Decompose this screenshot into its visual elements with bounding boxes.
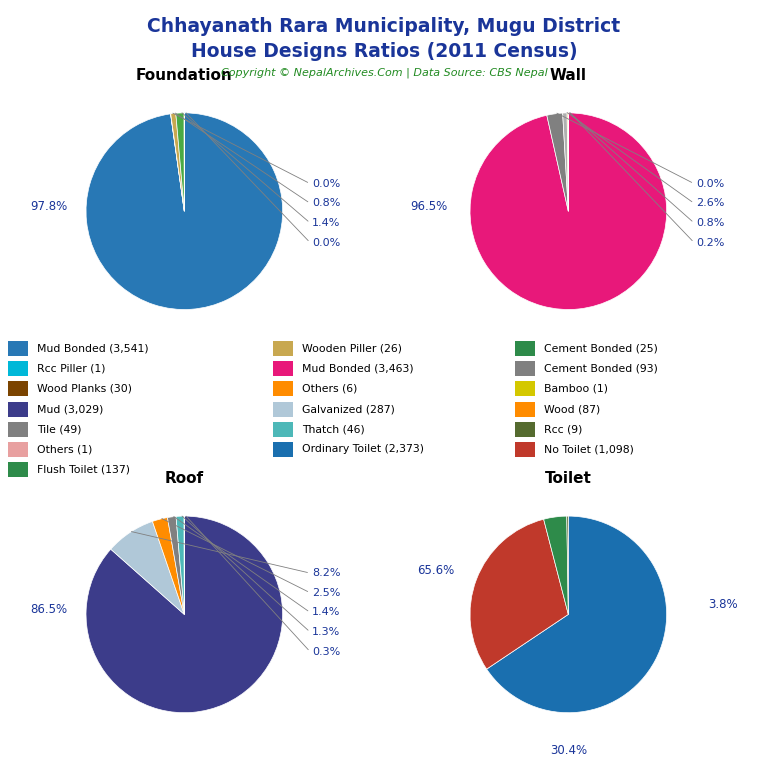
Text: 97.8%: 97.8% [30, 200, 68, 213]
Text: 2.5%: 2.5% [312, 588, 340, 598]
Text: Thatch (46): Thatch (46) [302, 424, 365, 434]
Text: No Toilet (1,098): No Toilet (1,098) [544, 445, 634, 455]
Bar [8, 341, 28, 356]
Text: Chhayanath Rara Municipality, Mugu District: Chhayanath Rara Municipality, Mugu Distr… [147, 17, 621, 36]
Bar [8, 382, 28, 396]
Title: Toilet: Toilet [545, 472, 592, 486]
Text: Tile (49): Tile (49) [37, 424, 81, 434]
Text: Copyright © NepalArchives.Com | Data Source: CBS Nepal: Copyright © NepalArchives.Com | Data Sou… [220, 68, 548, 78]
Wedge shape [176, 113, 184, 211]
Text: 65.6%: 65.6% [417, 564, 454, 577]
Bar [515, 442, 535, 457]
Title: Wall: Wall [550, 68, 587, 83]
Wedge shape [86, 516, 283, 713]
Bar [273, 341, 293, 356]
Wedge shape [563, 113, 568, 211]
Wedge shape [470, 519, 568, 669]
Bar [8, 422, 28, 437]
Wedge shape [167, 516, 184, 614]
Text: 0.0%: 0.0% [312, 237, 340, 247]
Text: 0.8%: 0.8% [696, 218, 724, 228]
Text: Rcc Piller (1): Rcc Piller (1) [37, 363, 105, 373]
Wedge shape [470, 113, 667, 310]
Bar [8, 402, 28, 416]
Text: Mud (3,029): Mud (3,029) [37, 404, 103, 414]
Text: Wood Planks (30): Wood Planks (30) [37, 384, 132, 394]
Text: Cement Bonded (25): Cement Bonded (25) [544, 343, 657, 353]
Text: 0.3%: 0.3% [312, 647, 340, 657]
Text: 1.4%: 1.4% [312, 607, 340, 617]
Text: 30.4%: 30.4% [550, 743, 587, 756]
Text: 96.5%: 96.5% [410, 200, 447, 213]
Text: Wooden Piller (26): Wooden Piller (26) [302, 343, 402, 353]
Text: 3.8%: 3.8% [708, 598, 737, 611]
Wedge shape [170, 113, 184, 211]
Bar [515, 341, 535, 356]
Text: Ordinary Toilet (2,373): Ordinary Toilet (2,373) [302, 445, 424, 455]
Text: 2.6%: 2.6% [696, 198, 724, 208]
Text: 8.2%: 8.2% [312, 568, 341, 578]
Text: Flush Toilet (137): Flush Toilet (137) [37, 465, 130, 475]
Bar [8, 442, 28, 457]
Wedge shape [547, 113, 568, 211]
Bar [515, 382, 535, 396]
Text: 0.0%: 0.0% [312, 179, 340, 189]
Text: Cement Bonded (93): Cement Bonded (93) [544, 363, 657, 373]
Bar [8, 361, 28, 376]
Wedge shape [170, 114, 184, 211]
Bar [515, 402, 535, 416]
Title: Foundation: Foundation [136, 68, 233, 83]
Text: Others (6): Others (6) [302, 384, 357, 394]
Text: Bamboo (1): Bamboo (1) [544, 384, 607, 394]
Bar [273, 382, 293, 396]
Wedge shape [544, 516, 568, 614]
Bar [515, 361, 535, 376]
Wedge shape [176, 516, 184, 614]
Text: Mud Bonded (3,463): Mud Bonded (3,463) [302, 363, 413, 373]
Bar [273, 422, 293, 437]
Wedge shape [487, 516, 667, 713]
Text: 0.8%: 0.8% [312, 198, 340, 208]
Text: Others (1): Others (1) [37, 445, 92, 455]
Text: Wood (87): Wood (87) [544, 404, 600, 414]
Text: Mud Bonded (3,541): Mud Bonded (3,541) [37, 343, 148, 353]
Text: 86.5%: 86.5% [30, 603, 68, 616]
Bar [8, 462, 28, 477]
Wedge shape [567, 516, 568, 614]
Bar [273, 402, 293, 416]
Wedge shape [86, 113, 283, 310]
Bar [515, 422, 535, 437]
Bar [273, 361, 293, 376]
Text: 0.2%: 0.2% [696, 237, 724, 247]
Text: 1.4%: 1.4% [312, 218, 340, 228]
Text: 1.3%: 1.3% [312, 627, 340, 637]
Text: House Designs Ratios (2011 Census): House Designs Ratios (2011 Census) [190, 42, 578, 61]
Bar [273, 442, 293, 457]
Wedge shape [111, 521, 184, 614]
Wedge shape [152, 518, 184, 614]
Text: 0.0%: 0.0% [696, 179, 724, 189]
Title: Roof: Roof [165, 472, 204, 486]
Text: Rcc (9): Rcc (9) [544, 424, 582, 434]
Wedge shape [567, 113, 568, 211]
Text: Galvanized (287): Galvanized (287) [302, 404, 395, 414]
